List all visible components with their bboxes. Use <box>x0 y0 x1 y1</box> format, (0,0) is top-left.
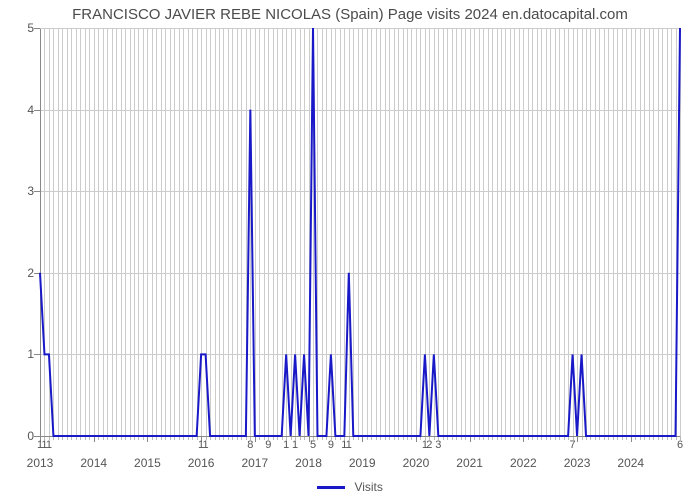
series-line <box>40 28 680 436</box>
data-annotation: 9 <box>265 436 271 451</box>
data-annotation: 5 <box>310 436 316 451</box>
data-annotation: 7 <box>570 436 576 451</box>
data-annotation: 3 <box>435 436 441 451</box>
y-tick-label: 5 <box>27 21 40 35</box>
x-tick-label: 2022 <box>510 436 537 470</box>
x-tick-label: 2023 <box>564 436 591 470</box>
x-tick-label: 2017 <box>241 436 268 470</box>
legend-label: Visits <box>354 480 382 494</box>
data-annotation: 1 <box>283 436 289 451</box>
data-annotation: 8 <box>247 436 253 451</box>
legend: Visits <box>0 480 700 494</box>
chart-title: FRANCISCO JAVIER REBE NICOLAS (Spain) Pa… <box>0 6 700 23</box>
plot-area: 0123452013201420152016201720182019202020… <box>40 28 680 436</box>
data-annotation: 2 <box>426 436 432 451</box>
chart-container: FRANCISCO JAVIER REBE NICOLAS (Spain) Pa… <box>0 0 700 500</box>
y-tick-label: 4 <box>27 103 40 117</box>
x-tick-label: 2018 <box>295 436 322 470</box>
data-annotation: 9 <box>328 436 334 451</box>
y-tick-label: 3 <box>27 184 40 198</box>
x-tick-label: 2019 <box>349 436 376 470</box>
x-tick-label: 2015 <box>134 436 161 470</box>
data-annotation: 1 <box>292 436 298 451</box>
x-tick-label: 2021 <box>456 436 483 470</box>
data-annotation: 1 <box>346 436 352 451</box>
data-annotation: 1 <box>46 436 52 451</box>
x-tick-label: 2024 <box>617 436 644 470</box>
data-annotation: 6 <box>677 436 683 451</box>
legend-swatch <box>317 486 345 489</box>
y-tick-label: 2 <box>27 266 40 280</box>
y-tick-label: 1 <box>27 347 40 361</box>
x-tick-label: 2014 <box>80 436 107 470</box>
data-annotation: 1 <box>203 436 209 451</box>
